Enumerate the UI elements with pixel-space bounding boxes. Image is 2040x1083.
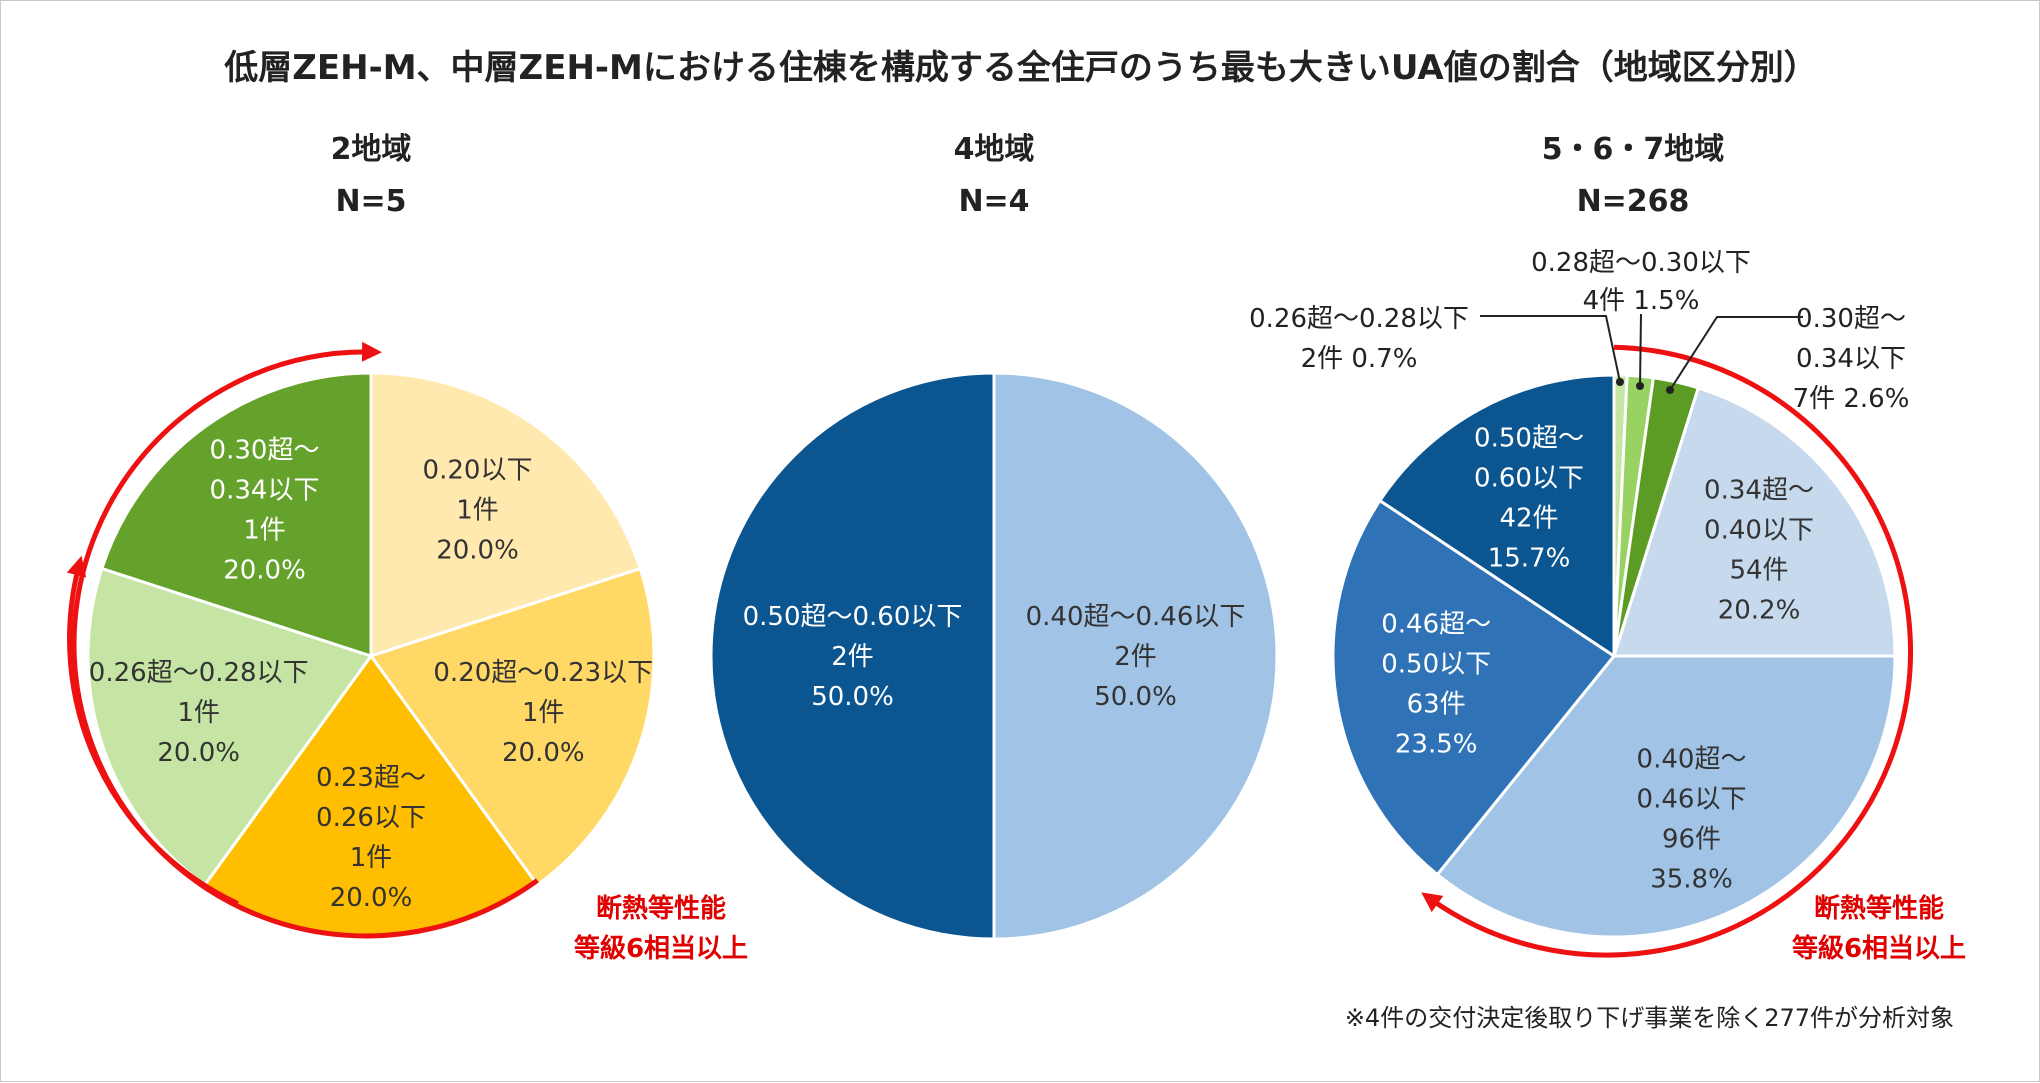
pie-3-slice-4-label-3: 54件 (1729, 556, 1788, 586)
pie-1-slice-4-label-2: 1件 (177, 698, 220, 728)
pie-3-slice-4-label-1: 0.34超～ (1704, 476, 1814, 506)
pie-3-slice-4 (1612, 386, 1897, 658)
callout-label-028-030-range: 0.28超～0.30以下 (1531, 248, 1751, 278)
pie-3-slice-4-label-2: 0.40以下 (1704, 516, 1814, 546)
pie-2-slice-1-label-2: 2件 (1114, 642, 1157, 672)
callout-label-030-034-value: 7件 2.6% (1793, 384, 1910, 414)
pie-3-slice-5-label-3: 96件 (1662, 824, 1721, 854)
pie-1-slice-1 (369, 371, 642, 658)
pie-1-slice-5-label-2: 0.34以下 (210, 476, 320, 506)
pie-3-slice-6-label-4: 23.5% (1395, 729, 1478, 759)
pie-1-slice-5-label-4: 20.0% (223, 556, 306, 586)
pie-3-callouts (1480, 313, 1803, 394)
pie-2-slice-2-label-1: 0.50超～0.60以下 (743, 602, 963, 632)
pie-3-slice-6-label-3: 63件 (1407, 689, 1466, 719)
pie-1-slice-3-label-2: 0.26以下 (316, 803, 426, 833)
pie-layer: 0.20以下 1件 20.0% 0.20超～0.23以下 1件 20.0% 0.23超～ 0.… (86, 371, 1897, 941)
callout-label-028-030-value: 4件 1.5% (1583, 286, 1700, 316)
pie-1-slice-1-label-2: 1件 (456, 496, 499, 526)
pie-3-slice-5-label-2: 0.46以下 (1637, 784, 1747, 814)
callout-dot-026-028 (1616, 378, 1624, 386)
callout-leader-028-030 (1639, 313, 1642, 387)
pie-1-slice-2-label-1: 0.20超～0.23以下 (433, 658, 653, 688)
pie-1-slice-2 (369, 567, 656, 887)
footnote: ※4件の交付決定後取り下げ事業を除く277件が分析対象 (1345, 1004, 1954, 1032)
pie-3-slice-6 (1331, 499, 1616, 877)
pie-3-slice-7-label-3: 42件 (1499, 504, 1558, 534)
callout-label-030-034-range2: 0.34以下 (1796, 344, 1906, 374)
callout-leader-030-034 (1669, 316, 1803, 391)
pie-1-annotation-line1: 断熱等性能 (596, 893, 726, 924)
pie-1-n: N=5 (335, 184, 406, 219)
callout-dot-030-034 (1666, 386, 1674, 394)
pie-1-slice-3-label-3: 1件 (350, 843, 393, 873)
pie-1-arrow (71, 341, 539, 939)
pie-1-slice-2-label-3: 20.0% (502, 738, 585, 768)
pie-1-slice-1-label-1: 0.20以下 (423, 456, 533, 486)
pie-3-slice-6-label-2: 0.50以下 (1381, 649, 1491, 679)
pie-2-slice-2 (709, 371, 996, 941)
pie-3-slice-5-label-1: 0.40超～ (1637, 744, 1747, 774)
pie-1-annotation-line2: 等級6相当以上 (574, 933, 748, 964)
pie-2-slice-2-label-3: 50.0% (811, 682, 894, 712)
pie-2-slice-1-label-3: 50.0% (1094, 682, 1177, 712)
callout-dot-028-030 (1636, 382, 1644, 390)
pie-2-slice-2-label-2: 2件 (831, 642, 874, 672)
callout-leader-026-028 (1480, 315, 1621, 383)
pie-3-n: N=268 (1577, 184, 1690, 219)
pie-3-annotation-line1: 断熱等性能 (1814, 893, 1944, 924)
callout-label-030-034-range: 0.30超～ (1796, 304, 1906, 334)
pie-3-slice-7-label-4: 15.7% (1488, 544, 1571, 574)
pie-3-slice-7-label-1: 0.50超～ (1474, 424, 1584, 454)
pie-3-slice-7-label-2: 0.60以下 (1474, 464, 1584, 494)
chart-title: 低層ZEH-M、中層ZEH-Mにおける住棟を構成する全住戸のうち最も大きいUA値… (224, 48, 1817, 88)
pie-1-slice-4-label-3: 20.0% (157, 738, 240, 768)
pie-3-slice-5 (1435, 654, 1897, 939)
pie-1-region: 2地域 (331, 132, 412, 167)
pie-1-slice-5-label-3: 1件 (243, 516, 286, 546)
callout-label-026-028-value: 2件 0.7% (1301, 344, 1418, 374)
pie-1-slice-2-label-2: 1件 (522, 698, 565, 728)
pie-1-slice-4 (86, 567, 373, 887)
pie-1-arrow-left (66, 555, 239, 906)
pie-1-slice-1-label-3: 20.0% (436, 536, 519, 566)
pie-3-slice-5-label-4: 35.8% (1650, 864, 1733, 894)
pie-2-region: 4地域 (954, 132, 1035, 167)
pie-1-slice-5-label-1: 0.30超～ (210, 436, 320, 466)
pie-1-slice-5 (100, 371, 373, 658)
pie-2-slice-1-label-1: 0.40超～0.46以下 (1026, 602, 1246, 632)
pie-1-slice-3-label-4: 20.0% (330, 883, 413, 913)
pie-2-slice-1 (992, 371, 1279, 941)
pie-1-slice-3-label-1: 0.23超～ (316, 763, 426, 793)
pie-3-slice-6-label-1: 0.46超～ (1381, 609, 1491, 639)
pie-3-slice-7 (1378, 373, 1616, 658)
pie-3-region: 5・6・7地域 (1542, 132, 1725, 167)
pie-3-arrow (1421, 344, 1913, 958)
pie-3-annotation-line2: 等級6相当以上 (1792, 933, 1966, 964)
callout-label-026-028-range: 0.26超～0.28以下 (1249, 304, 1469, 334)
pie-2-n: N=4 (958, 184, 1029, 219)
pie-3-slice-4-label-4: 20.2% (1718, 596, 1801, 626)
pie-1-slice-4-label-1: 0.26超～0.28以下 (89, 658, 309, 688)
